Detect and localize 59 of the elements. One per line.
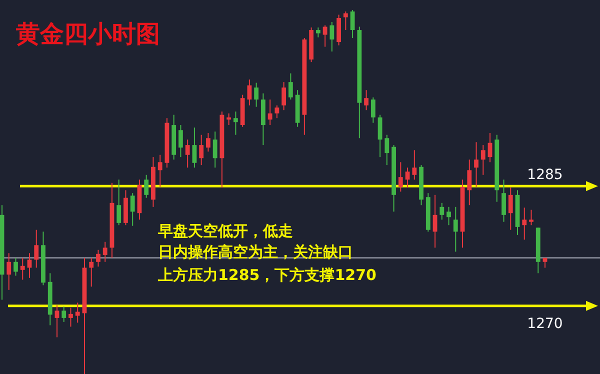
candlestick: [274, 104, 280, 119]
candlestick: [20, 257, 25, 280]
candlestick: [34, 229, 39, 268]
candlestick: [453, 206, 458, 252]
candlestick: [288, 72, 293, 100]
candlestick: [343, 10, 348, 31]
candlestick: [192, 127, 197, 168]
candlestick: [480, 144, 486, 176]
candlestick: [398, 162, 403, 192]
candlestick: [185, 139, 190, 168]
candlestick: [378, 114, 382, 158]
line-label: 1270: [527, 316, 563, 332]
candlestick: [405, 167, 410, 188]
candlestick: [384, 134, 390, 166]
candlestick: [488, 132, 492, 163]
candlestick: [440, 202, 444, 220]
candlestick: [233, 111, 238, 136]
candlestick: [247, 79, 252, 106]
candlestick: [144, 174, 149, 198]
candlestick: [226, 112, 232, 126]
candlestick: [350, 10, 355, 39]
candlestick: [330, 22, 334, 52]
candlestick: [14, 257, 18, 276]
candlestick: [529, 209, 534, 226]
candlestick: [158, 154, 162, 188]
candlestick: [130, 192, 135, 226]
candlestick: [68, 307, 73, 328]
candlestick: [268, 99, 272, 126]
candlestick: [322, 24, 328, 48]
candlestick: [467, 159, 472, 206]
candlestick: [364, 90, 368, 111]
annotation: 日内操作高空为主，关注缺口: [158, 243, 353, 261]
candlestick: [446, 206, 451, 226]
annotation: 早盘天空低开，低走: [158, 222, 293, 240]
candlestick: [6, 252, 12, 290]
line-label: 1285: [527, 167, 563, 184]
candlestick: [502, 179, 506, 222]
title: 黄金四小时图: [16, 19, 160, 48]
annotation: 上方压力1285，下方支撑1270: [158, 266, 376, 284]
candlestick: [54, 304, 60, 338]
candlestick: [474, 142, 478, 188]
candlestick: [102, 241, 108, 262]
candlestick: [316, 26, 320, 38]
candlestick: [254, 82, 259, 108]
candlestick: [27, 252, 32, 278]
candlestick: [199, 134, 204, 166]
candlestick: [75, 302, 80, 324]
candlestick: [62, 306, 66, 322]
candlestick: [508, 187, 513, 230]
candlestick: [282, 82, 286, 111]
candlestick: [178, 124, 183, 158]
candlestick: [96, 249, 100, 268]
candlestick: [89, 257, 94, 288]
candlestick: [522, 207, 527, 240]
candlestick: [370, 96, 376, 124]
candlestick: [116, 179, 122, 226]
candlestick: [206, 132, 210, 152]
candlestick: [412, 150, 417, 180]
candlestick: [212, 131, 218, 168]
